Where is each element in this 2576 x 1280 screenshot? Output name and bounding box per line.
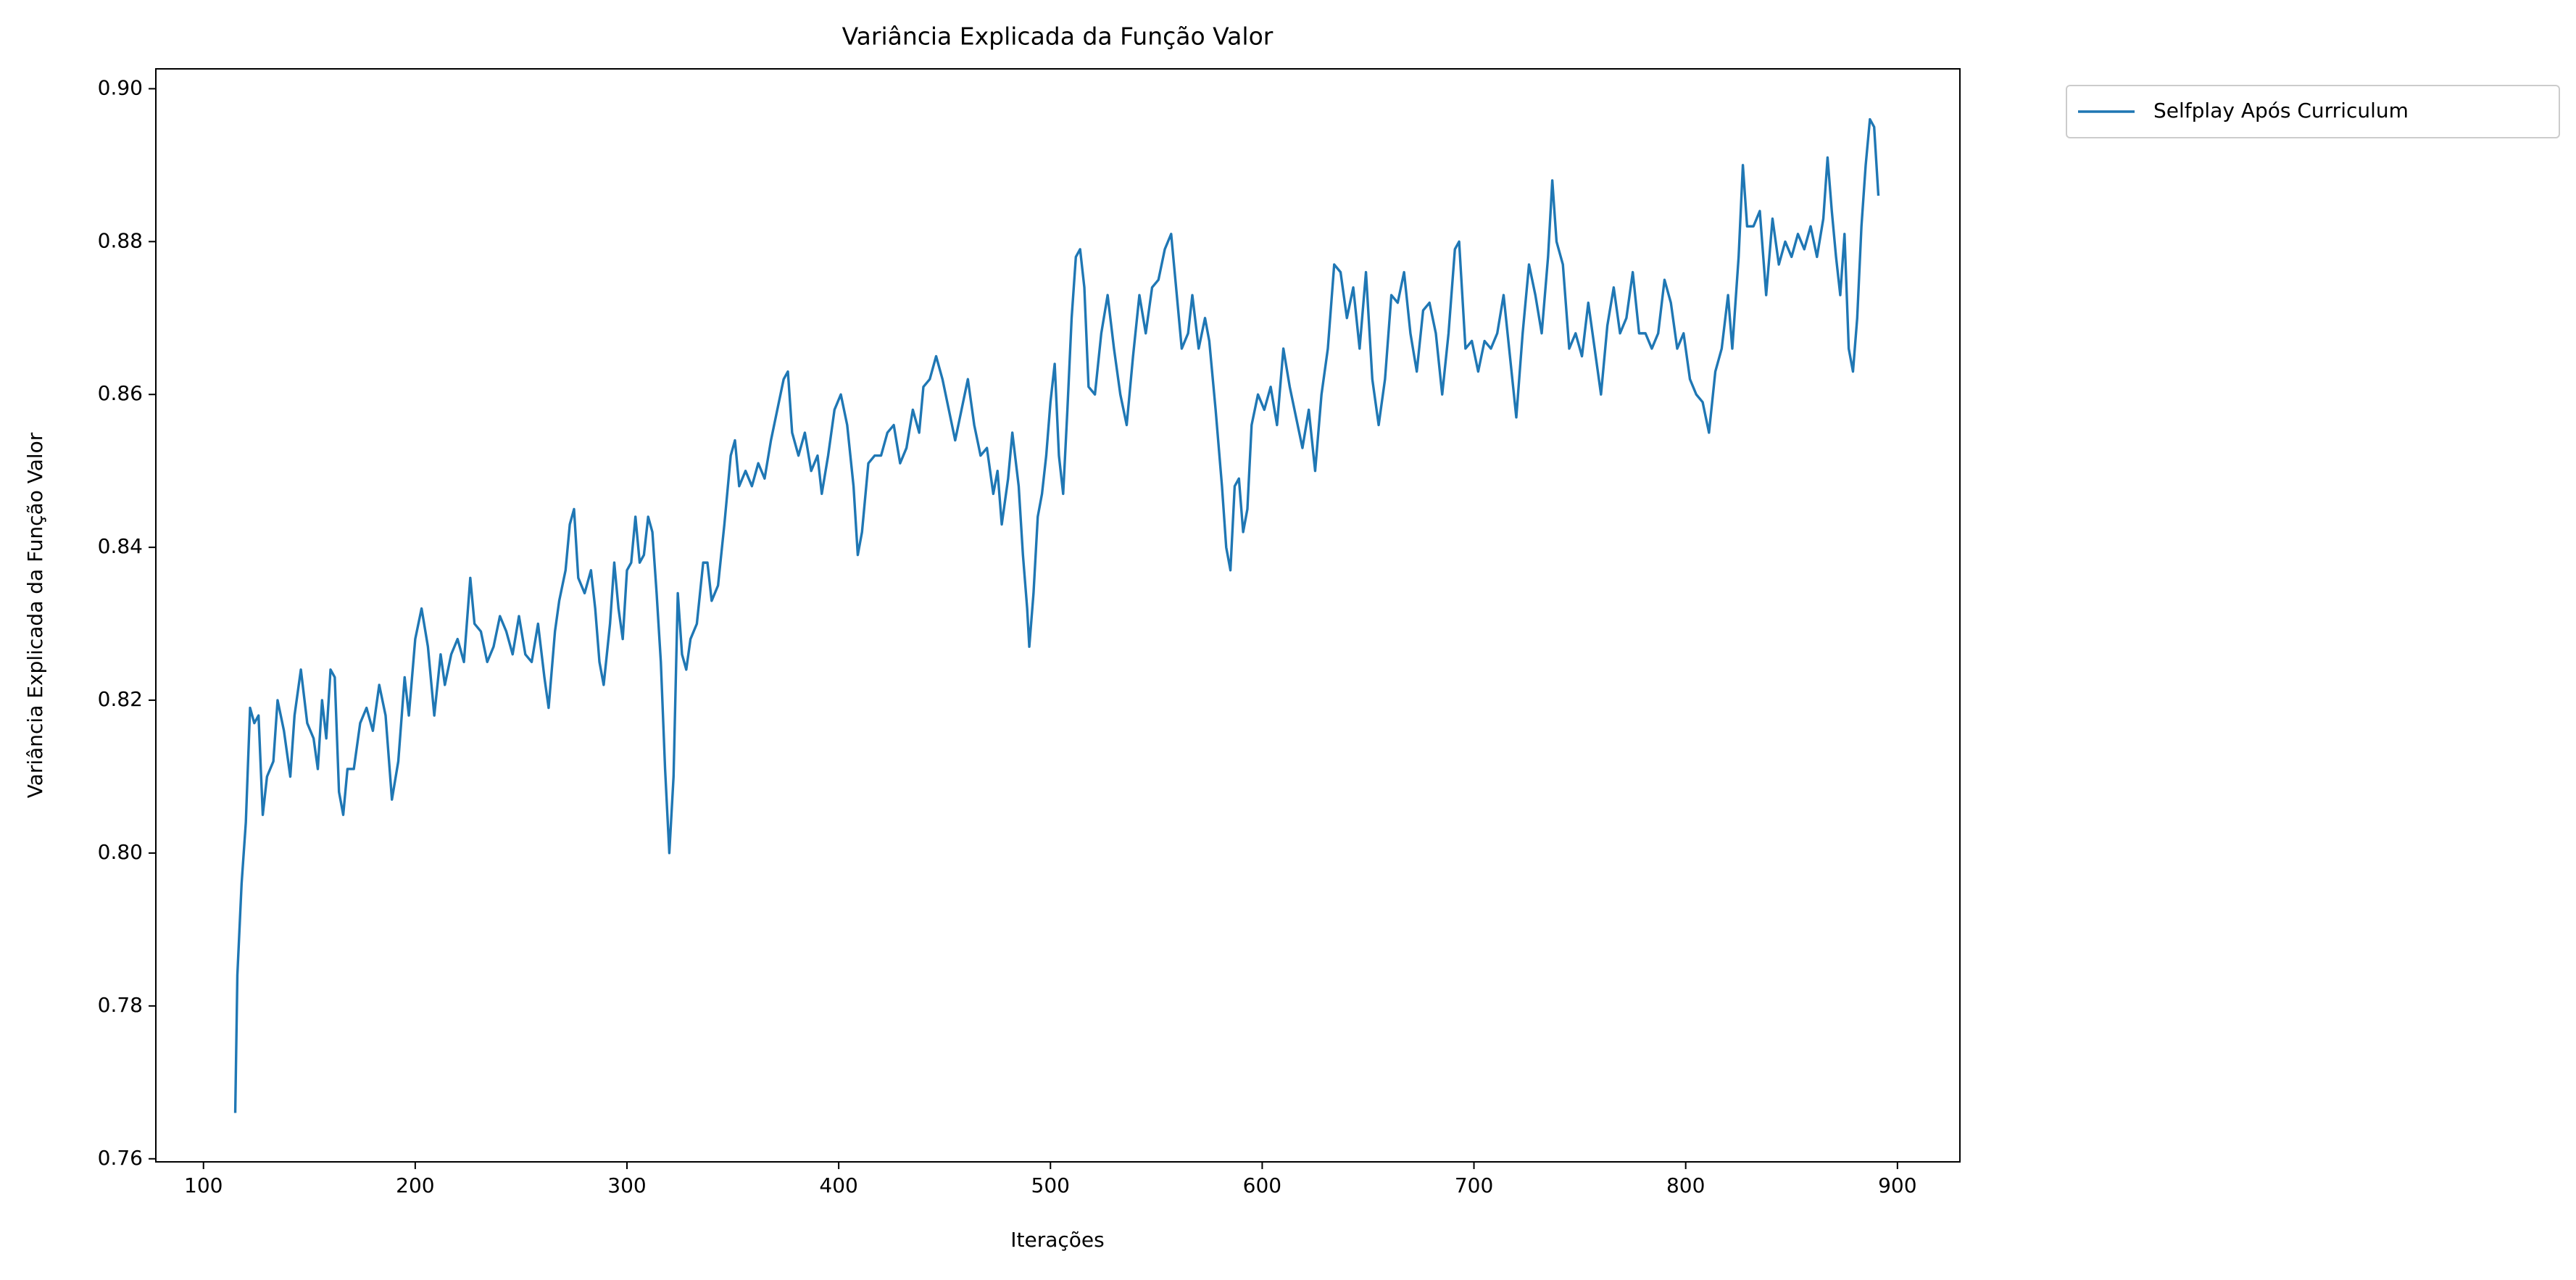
x-tick-label: 300	[607, 1173, 646, 1197]
legend-label: Selfplay Após Curriculum	[2153, 99, 2409, 122]
y-tick-label: 0.80	[98, 840, 143, 864]
x-tick-label: 900	[1878, 1173, 1916, 1197]
data-line	[233, 117, 1880, 1113]
x-tick-label: 500	[1031, 1173, 1070, 1197]
y-tick-label: 0.78	[98, 993, 143, 1017]
y-tick-label: 0.90	[98, 75, 143, 99]
chart-title: Variância Explicada da Função Valor	[842, 22, 1274, 51]
y-tick-label: 0.84	[98, 534, 143, 558]
y-tick-label: 0.76	[98, 1146, 143, 1170]
plot-frame	[155, 68, 1961, 1163]
x-tick-label: 700	[1455, 1173, 1493, 1197]
legend-box	[2066, 85, 2560, 138]
x-tick-label: 600	[1243, 1173, 1281, 1197]
y-axis-label: Variância Explicada da Função Valor	[23, 432, 47, 798]
y-tick-label: 0.82	[98, 687, 143, 711]
x-tick-label: 800	[1666, 1173, 1705, 1197]
y-tick-label: 0.88	[98, 228, 143, 252]
x-axis-label: Iterações	[1010, 1228, 1104, 1252]
x-tick-label: 200	[396, 1173, 434, 1197]
x-tick-label: 100	[184, 1173, 223, 1197]
x-tick-label: 400	[819, 1173, 857, 1197]
y-tick-label: 0.86	[98, 381, 143, 405]
